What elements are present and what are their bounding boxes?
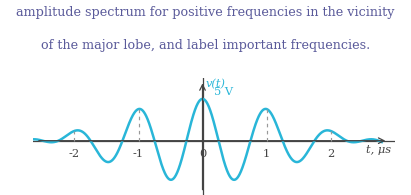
Text: of the major lobe, and label important frequencies.: of the major lobe, and label important f…: [41, 39, 370, 52]
Text: v(t): v(t): [206, 79, 226, 90]
Text: 5 V: 5 V: [214, 87, 233, 97]
Text: amplitude spectrum for positive frequencies in the vicinity: amplitude spectrum for positive frequenc…: [16, 6, 395, 19]
Text: 2: 2: [327, 149, 334, 159]
Text: 0: 0: [199, 149, 206, 159]
Text: t, μs: t, μs: [366, 145, 391, 155]
Text: -1: -1: [133, 149, 144, 159]
Text: -2: -2: [69, 149, 80, 159]
Text: 1: 1: [263, 149, 270, 159]
